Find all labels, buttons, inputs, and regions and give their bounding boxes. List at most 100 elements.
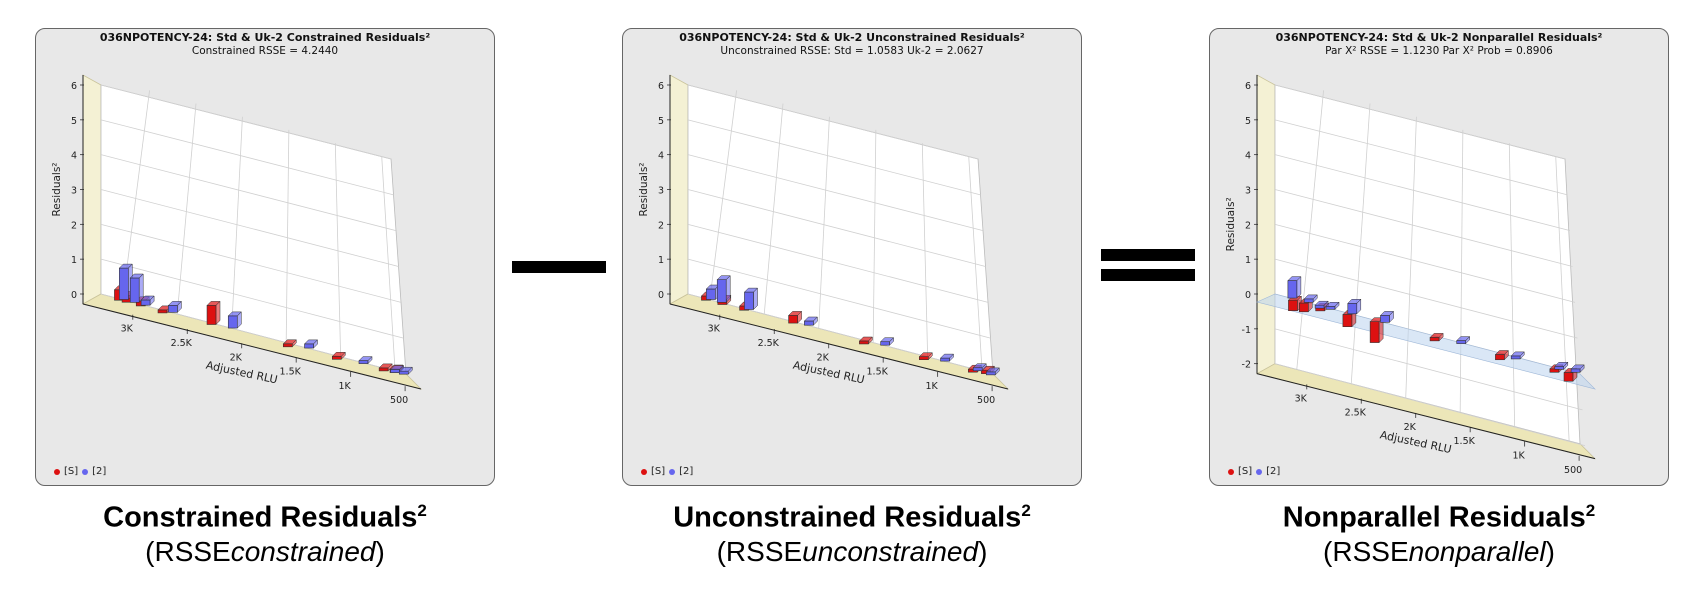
y-tick-label: 1 <box>71 255 77 266</box>
bar-2 <box>358 355 373 365</box>
y-tick-label: 3 <box>658 186 664 197</box>
caption-italic: nonparallel <box>1408 535 1546 567</box>
legend-dot-2 <box>82 468 89 475</box>
legend-label-s: [S] <box>64 466 79 477</box>
gridline-y <box>100 119 394 196</box>
y-tick-label: 0 <box>1245 290 1251 301</box>
equals-sign-bottom <box>1101 269 1195 281</box>
caption-paren-close: ) <box>375 535 385 567</box>
gridline-y <box>687 154 984 232</box>
gridline-y <box>687 223 989 303</box>
gridline-y <box>1274 119 1568 196</box>
x-tick-label: 500 <box>1564 465 1582 476</box>
gridline-y <box>1274 223 1576 303</box>
back-plane <box>687 84 994 375</box>
bar-s <box>282 339 297 348</box>
bar-2 <box>985 367 1000 376</box>
chart-title: 036NPOTENCY-24: Std & Uk-2 Unconstrained… <box>679 31 1025 44</box>
bar-2 <box>398 366 413 375</box>
bar-2 <box>167 300 183 313</box>
bar-2 <box>1456 335 1471 345</box>
y-tick-label: 1 <box>658 255 664 266</box>
y-axis-label: Residuals² <box>638 162 650 216</box>
bar-2 <box>879 337 895 346</box>
gridline-x <box>334 143 342 357</box>
bar-2 <box>1570 364 1585 373</box>
caption-paren-open: (RSSE <box>1323 535 1409 567</box>
bar-s <box>1429 332 1444 342</box>
y-axis-label: Residuals² <box>1225 197 1237 251</box>
x-tick-label: 3K <box>1295 393 1308 404</box>
legend-label-2: [2] <box>92 466 107 477</box>
y-tick-label: -1 <box>1242 325 1251 336</box>
legend: [S] [2] <box>54 466 106 477</box>
y-tick-label: 1 <box>1245 255 1251 266</box>
gridline-x <box>1350 103 1371 384</box>
chart-panel-constrained: 036NPOTENCY-24: Std & Uk-2 Constrained R… <box>35 28 495 486</box>
caption-paren-close: ) <box>1545 535 1555 567</box>
chart-title: 036NPOTENCY-24: Std & Uk-2 Constrained R… <box>99 31 431 44</box>
y-tick-label: 2 <box>1245 220 1251 231</box>
gridline-y <box>1274 154 1571 232</box>
gridline-y <box>100 189 399 267</box>
chart-panel-nonparallel: 036NPOTENCY-24: Std & Uk-2 Nonparallel R… <box>1209 28 1669 486</box>
back-plane <box>100 84 407 375</box>
gridline-y <box>687 189 986 267</box>
gridline-x <box>381 156 396 372</box>
gridline-y <box>1274 189 1573 267</box>
caption-unconstrained: Unconstrained Residuals2 (RSSEunconstrai… <box>572 494 1132 569</box>
caption-main: Nonparallel Residuals <box>1282 501 1586 534</box>
gridline-x <box>818 116 830 329</box>
x-tick-label: 1.5K <box>867 367 889 378</box>
x-tick-label: 1K <box>339 381 352 392</box>
caption-sup: 2 <box>417 501 427 520</box>
caption-main: Constrained Residuals <box>103 501 418 534</box>
gridline-y <box>1274 258 1578 339</box>
legend-dot-2 <box>1256 468 1263 475</box>
equals-sign-top <box>1101 249 1195 261</box>
bar-2 <box>1287 275 1302 299</box>
bar-2 <box>1347 298 1362 315</box>
gridline-y <box>1274 328 1583 411</box>
x-tick-label: 2.5K <box>758 338 780 349</box>
x-tick-label: 3K <box>708 324 721 335</box>
bar-2 <box>803 316 819 326</box>
legend: [S] [2] <box>641 466 693 477</box>
gridline-y <box>100 258 404 339</box>
bar-s <box>331 351 346 360</box>
minus-sign <box>512 261 606 273</box>
plot-area: 65432103K2.5K2K1.5K1K500Residuals²Adjust… <box>51 74 423 406</box>
y-tick-label: 6 <box>1245 81 1251 92</box>
gridline-y <box>687 119 981 196</box>
x-tick-label: 500 <box>977 395 995 406</box>
x-tick-label: 2K <box>1404 422 1417 433</box>
y-tick-label: 5 <box>658 116 664 127</box>
gridline-x <box>176 103 197 315</box>
chart-subtitle: Constrained RSSE = 4.2440 <box>191 45 339 57</box>
left-wall <box>669 74 689 305</box>
bar-2 <box>227 311 242 329</box>
y-tick-label: 0 <box>71 290 77 301</box>
gridline-x <box>763 103 784 315</box>
caption-paren-close: ) <box>978 535 988 567</box>
gridline-y <box>1274 363 1586 447</box>
gridline-x <box>1555 156 1570 441</box>
gridline-x <box>285 129 290 343</box>
legend-dot-2 <box>669 468 676 475</box>
plot-area: 6543210-1-23K2.5K2K1.5K1K500Residuals²Ad… <box>1225 74 1597 476</box>
y-tick-label: 6 <box>71 81 77 92</box>
bar-s <box>1494 349 1510 361</box>
caption-sup: 2 <box>1021 501 1031 520</box>
gridline-x <box>1459 129 1464 413</box>
x-tick-label: 1K <box>1513 451 1526 462</box>
zero-plane <box>1256 293 1596 390</box>
x-tick-label: 1.5K <box>1454 436 1476 447</box>
legend-dot-s <box>641 468 647 475</box>
caption-paren-open: (RSSE <box>716 535 803 567</box>
bar-2 <box>716 275 731 303</box>
gridline-x <box>709 90 737 300</box>
x-tick-label: 2K <box>817 352 830 363</box>
caption-main: Unconstrained Residuals <box>673 501 1022 534</box>
gridline-y <box>100 293 407 375</box>
gridline-y <box>1274 84 1566 160</box>
